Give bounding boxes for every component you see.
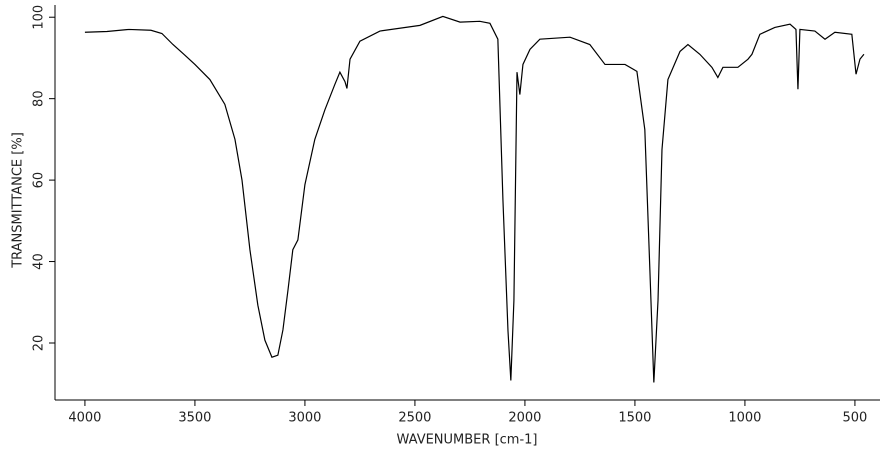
x-tick-label: 4000 xyxy=(68,411,101,426)
x-tick-label: 500 xyxy=(843,411,868,426)
spectrum-line xyxy=(84,15,865,383)
x-tick-label: 3000 xyxy=(288,411,321,426)
x-tick-label: 1000 xyxy=(728,411,761,426)
x-tick-label: 1500 xyxy=(618,411,651,426)
x-tick-label: 2000 xyxy=(508,411,541,426)
y-axis-label: TRANSMITTANCE [%] xyxy=(11,132,26,269)
y-tick-label: 40 xyxy=(32,253,47,270)
x-axis-label: WAVENUMBER [cm-1] xyxy=(397,433,538,448)
y-tick-label: 20 xyxy=(32,335,47,352)
y-tick-label: 60 xyxy=(32,172,47,189)
y-tick-label: 100 xyxy=(32,5,47,30)
x-tick-label: 3500 xyxy=(178,411,211,426)
x-tick-label: 2500 xyxy=(398,411,431,426)
y-tick-label: 80 xyxy=(32,90,47,107)
